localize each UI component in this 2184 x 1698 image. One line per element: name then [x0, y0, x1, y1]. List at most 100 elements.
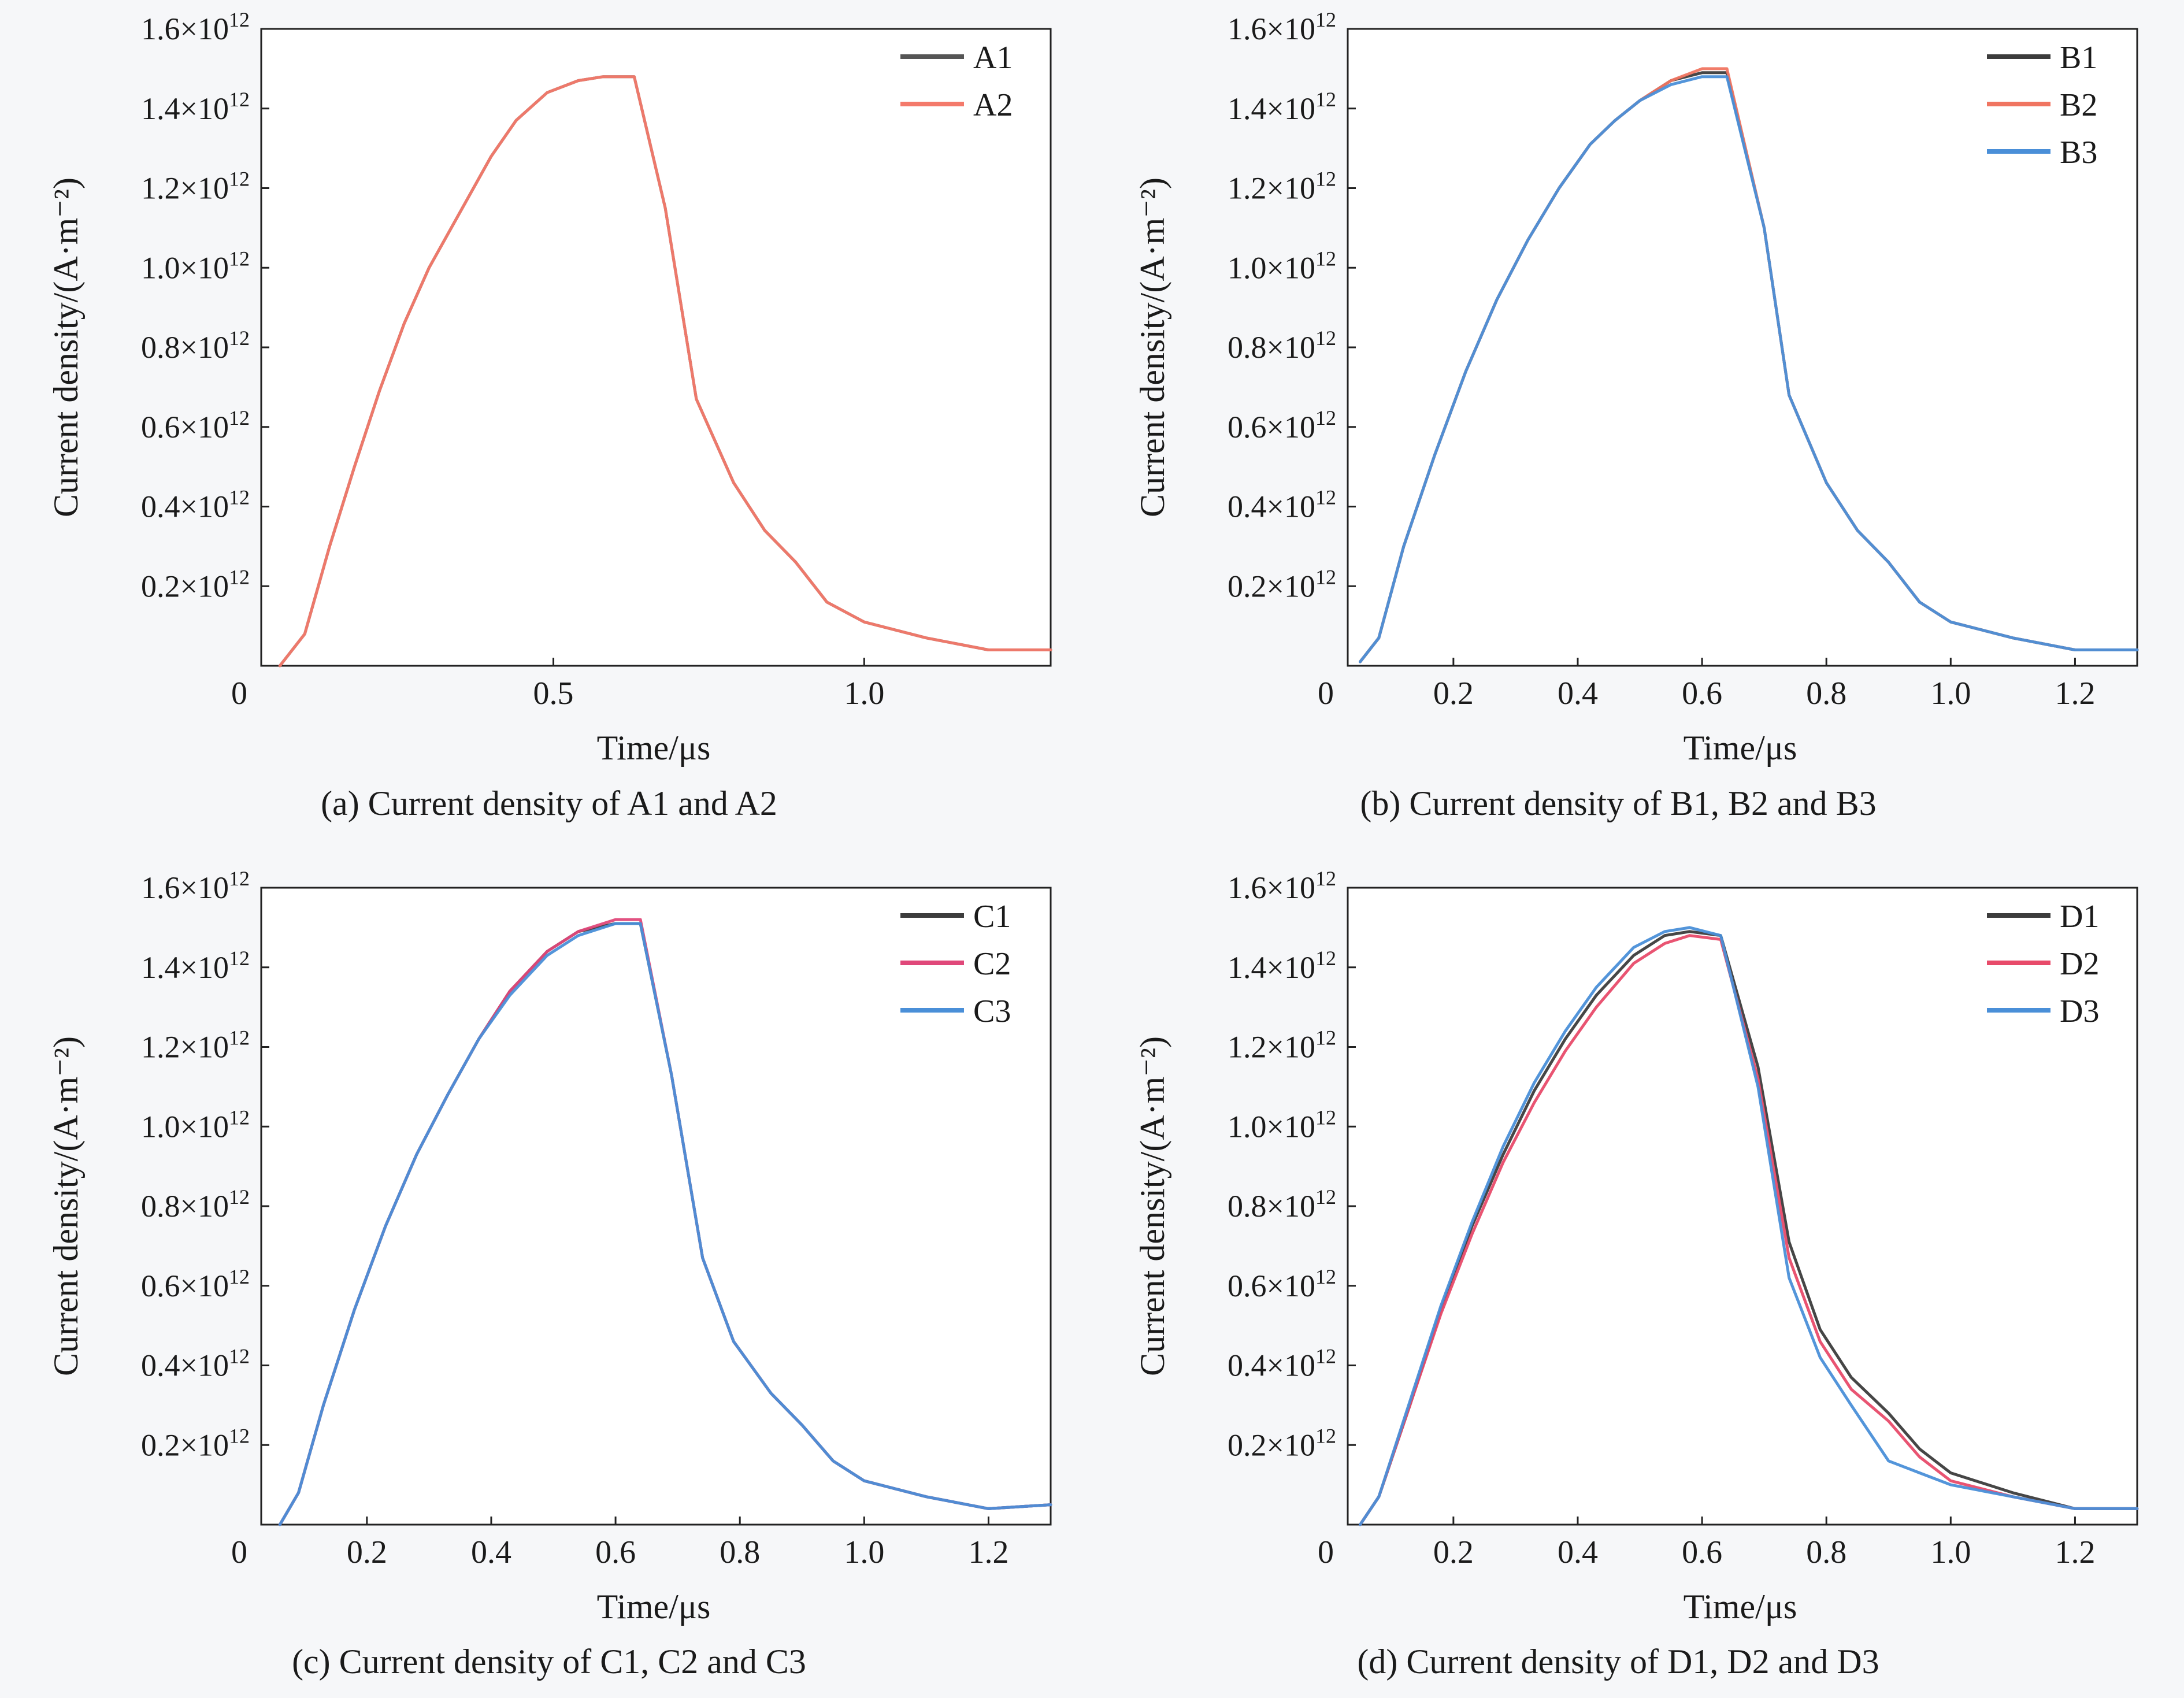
legend-label-b2: B2	[2060, 87, 2097, 123]
legend: B1 B2 B3	[1987, 40, 2097, 170]
x-tick-label: 1.0	[1930, 676, 1971, 711]
y-tick-times-ten: ×10	[180, 1428, 229, 1462]
y-tick-times-ten: ×10	[180, 410, 229, 444]
x-tick-label: 0.8	[720, 1534, 760, 1570]
y-tick-label: 0.4×1012	[141, 1345, 250, 1383]
y-axis-label: Current density/(A·m⁻²)	[1133, 1036, 1171, 1376]
y-tick-label: 0.8×1012	[141, 327, 250, 365]
y-tick-label: 1.4×1012	[141, 88, 250, 126]
y-tick-mantissa: 1.6	[1228, 12, 1267, 46]
x-tick-label: 0.6	[1682, 676, 1722, 711]
y-tick-mantissa: 1.2	[141, 171, 180, 206]
y-tick-mantissa: 1.0	[1228, 1109, 1267, 1144]
y-tick-exponent: 12	[1315, 486, 1336, 509]
y-tick-exponent: 12	[229, 1185, 250, 1208]
y-tick-label: 0.8×1012	[1228, 327, 1336, 365]
y-tick-mantissa: 1.0	[141, 1109, 180, 1144]
y-tick-mantissa: 0.6	[141, 410, 180, 444]
y-tick-exponent: 12	[229, 486, 250, 509]
y-tick-times-ten: ×10	[1267, 250, 1315, 285]
x-tick-label: 1.2	[2055, 676, 2095, 711]
y-tick-times-ten: ×10	[1267, 91, 1315, 126]
y-tick-exponent: 12	[1315, 1424, 1336, 1447]
x-tick-label: 0.8	[1806, 676, 1846, 711]
y-tick-times-ten: ×10	[1267, 1030, 1315, 1065]
y-tick-mantissa: 1.6	[141, 12, 180, 46]
y-tick-times-ten: ×10	[1267, 1269, 1315, 1303]
plot-frame	[260, 887, 1052, 1526]
y-tick-times-ten: ×10	[180, 171, 229, 206]
y-tick-label: 0.4×1012	[1228, 1345, 1336, 1383]
y-tick-exponent: 12	[1315, 88, 1336, 111]
y-tick-times-ten: ×10	[1267, 410, 1315, 444]
y-tick-exponent: 12	[1315, 327, 1336, 350]
x-tick-label: 1.2	[968, 1534, 1008, 1570]
y-tick-mantissa: 0.4	[141, 490, 180, 524]
y-tick-times-ten: ×10	[180, 950, 229, 985]
origin-label: 0	[1318, 1534, 1334, 1570]
y-tick-exponent: 12	[1315, 1185, 1336, 1208]
chart-panel-d: 0.2×10120.4×10120.6×10120.8×10121.0×1012…	[1133, 867, 2139, 1681]
y-tick-mantissa: 0.8	[1228, 330, 1267, 365]
y-tick-label: 0.6×1012	[141, 406, 250, 444]
y-tick-mantissa: 0.2	[141, 1428, 180, 1462]
x-tick-label: 0.8	[1806, 1534, 1846, 1570]
plot-frame	[260, 28, 1052, 667]
y-tick-exponent: 12	[229, 247, 250, 270]
y-tick-exponent: 12	[229, 327, 250, 350]
y-tick-times-ten: ×10	[180, 250, 229, 285]
y-tick-times-ten: ×10	[180, 330, 229, 365]
legend-label-b1: B1	[2060, 40, 2097, 76]
x-tick-label: 0.4	[1558, 676, 1598, 711]
y-tick-mantissa: 1.6	[1228, 870, 1267, 905]
y-tick-mantissa: 1.0	[1228, 250, 1267, 285]
series-line-c3	[278, 922, 1052, 1526]
y-tick-label: 1.2×1012	[1228, 1026, 1336, 1065]
y-tick-exponent: 12	[1315, 1345, 1336, 1368]
y-tick-times-ten: ×10	[1267, 1348, 1315, 1383]
y-tick-label: 0.2×1012	[1228, 565, 1336, 603]
y-tick-exponent: 12	[1315, 1265, 1336, 1288]
y-tick-mantissa: 0.4	[141, 1348, 180, 1383]
y-tick-label: 0.6×1012	[1228, 406, 1336, 444]
y-tick-label: 1.4×1012	[141, 947, 250, 985]
y-tick-mantissa: 0.8	[1228, 1189, 1267, 1224]
legend-label-d3: D3	[2060, 993, 2099, 1029]
y-tick-mantissa: 1.2	[1228, 171, 1267, 206]
y-tick-exponent: 12	[229, 1424, 250, 1447]
y-tick-label: 0.6×1012	[1228, 1265, 1336, 1303]
legend: C1 C2 C3	[900, 899, 1011, 1029]
y-tick-exponent: 12	[229, 565, 250, 588]
y-tick-label: 0.8×1012	[141, 1185, 250, 1224]
y-tick-mantissa: 1.0	[141, 250, 180, 285]
y-tick-mantissa: 0.2	[1228, 569, 1267, 603]
y-tick-exponent: 12	[1315, 8, 1336, 31]
legend-label-b3: B3	[2060, 135, 2097, 170]
y-tick-exponent: 12	[1315, 247, 1336, 270]
y-tick-times-ten: ×10	[1267, 12, 1315, 46]
series-line-d2	[1359, 934, 2139, 1526]
legend-label-d1: D1	[2060, 899, 2099, 935]
y-tick-mantissa: 1.4	[141, 91, 180, 126]
legend-label-a2: A2	[973, 87, 1013, 123]
series-line-b3	[1359, 75, 2139, 663]
y-tick-exponent: 12	[1315, 1106, 1336, 1129]
plot-frame	[1347, 28, 2138, 667]
y-tick-label: 1.2×1012	[141, 1026, 250, 1065]
y-tick-times-ten: ×10	[180, 569, 229, 603]
x-tick-label: 0.2	[347, 1534, 387, 1570]
plot-frame	[1347, 887, 2138, 1526]
chart-panel-a: 0.2×10120.4×10120.6×10120.8×10121.0×1012…	[47, 8, 1052, 822]
series-line-d3	[1359, 926, 2139, 1526]
y-tick-mantissa: 1.6	[141, 870, 180, 905]
y-axis-label: Current density/(A·m⁻²)	[47, 1036, 85, 1376]
y-tick-label: 1.0×1012	[1228, 1106, 1336, 1144]
y-tick-label: 1.2×1012	[1228, 168, 1336, 206]
y-tick-times-ten: ×10	[1267, 1428, 1315, 1462]
y-tick-times-ten: ×10	[180, 1269, 229, 1303]
x-tick-label: 0.5	[533, 676, 574, 711]
x-tick-label: 0.4	[1558, 1534, 1598, 1570]
y-tick-mantissa: 0.6	[1228, 410, 1267, 444]
